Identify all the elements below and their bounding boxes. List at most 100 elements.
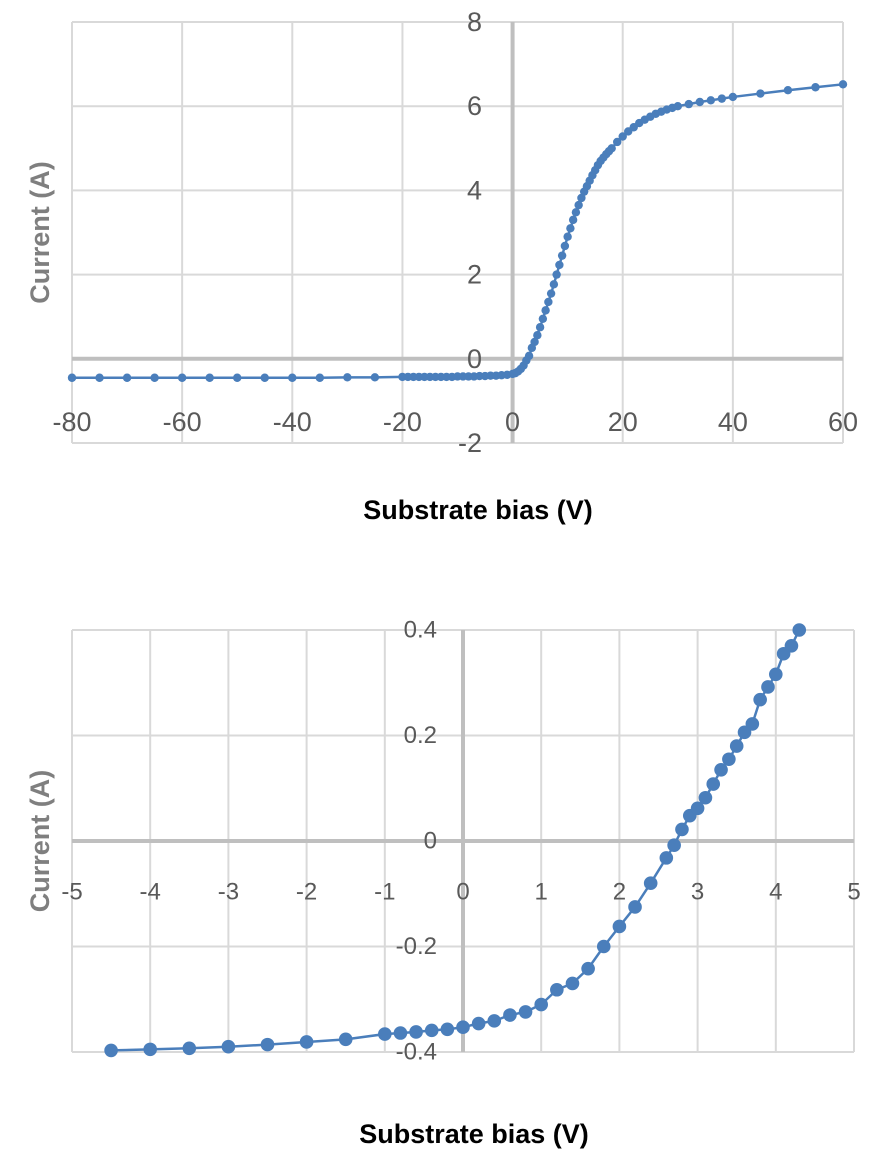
x-tick-label: 5 xyxy=(847,879,860,906)
y-tick-label: 6 xyxy=(467,91,482,121)
y-tick-label: 0.2 xyxy=(404,722,437,749)
data-point xyxy=(613,137,622,147)
data-point xyxy=(143,1042,157,1057)
data-point xyxy=(205,373,214,382)
data-point xyxy=(838,80,848,89)
data-point xyxy=(557,251,567,260)
data-point xyxy=(706,777,721,791)
data-point xyxy=(534,997,548,1012)
x-tick-label: -40 xyxy=(273,407,312,437)
data-point xyxy=(792,623,807,637)
data-point xyxy=(628,900,642,914)
data-point xyxy=(233,373,242,382)
x-tick-label: -20 xyxy=(383,407,422,437)
y-tick-label: 0 xyxy=(467,344,482,374)
data-point xyxy=(695,97,705,107)
y-tick-label: -0.2 xyxy=(396,933,437,960)
data-point xyxy=(577,193,586,203)
data-point xyxy=(745,717,760,731)
data-point xyxy=(471,1016,486,1031)
data-point xyxy=(552,270,561,279)
x-tick-label: -5 xyxy=(61,879,82,906)
data-point xyxy=(690,801,705,816)
x-axis-title: Substrate bias (V) xyxy=(363,495,593,525)
data-point xyxy=(811,83,820,92)
data-point xyxy=(538,314,548,324)
data-point xyxy=(546,289,556,298)
x-tick-label: 60 xyxy=(828,407,858,437)
data-point xyxy=(571,208,581,217)
y-tick-label: 0.4 xyxy=(404,617,437,644)
y-tick-label: 2 xyxy=(467,260,482,290)
data-point xyxy=(756,89,765,98)
data-point xyxy=(698,790,713,805)
data-point xyxy=(568,215,578,225)
data-point xyxy=(440,1022,455,1037)
x-tick-label: -80 xyxy=(52,407,91,437)
data-point xyxy=(518,1005,533,1019)
data-point xyxy=(182,1041,197,1056)
data-point xyxy=(761,680,775,694)
data-point xyxy=(409,1025,423,1039)
x-tick-label: -1 xyxy=(374,879,395,906)
data-point xyxy=(530,337,539,347)
data-point xyxy=(370,373,380,382)
data-point xyxy=(260,1037,275,1052)
series-line xyxy=(72,83,844,379)
data-point xyxy=(549,280,559,289)
data-point xyxy=(67,373,77,382)
data-point xyxy=(659,851,674,865)
x-tick-label: 3 xyxy=(691,879,704,906)
y-tick-label: -0.4 xyxy=(396,1039,437,1066)
data-point xyxy=(563,232,572,241)
chart-bottom: -5 -4 -3 -2 -1 0 1 2 3 4 5 -0.4 -0.2 0 0.2 0.4 Substrate… xyxy=(25,617,861,1150)
data-point xyxy=(574,200,583,210)
x-tick-label: -3 xyxy=(218,879,239,906)
data-point xyxy=(667,838,681,853)
y-axis-title: Current (A) xyxy=(25,161,55,304)
x-tick-label: -2 xyxy=(296,879,317,906)
data-point xyxy=(541,306,550,315)
data-point xyxy=(456,1020,470,1035)
data-point xyxy=(684,99,693,109)
data-point xyxy=(643,876,658,890)
y-axis-title: Current (A) xyxy=(25,770,55,913)
x-tick-label: -4 xyxy=(140,879,161,906)
data-point xyxy=(503,1008,517,1022)
data-point xyxy=(544,297,553,307)
data-point xyxy=(729,739,744,753)
data-point xyxy=(673,102,682,111)
data-point xyxy=(675,822,689,837)
data-point xyxy=(560,241,570,251)
data-point xyxy=(524,351,534,361)
data-point xyxy=(150,373,159,382)
x-axis-title: Substrate bias (V) xyxy=(359,1119,589,1149)
data-point xyxy=(393,1026,408,1040)
data-point xyxy=(607,144,616,153)
data-point xyxy=(343,373,352,382)
data-point xyxy=(177,373,187,382)
data-point xyxy=(566,224,575,233)
data-point xyxy=(288,373,297,382)
x-tick-label: 20 xyxy=(608,407,638,437)
data-point xyxy=(260,373,269,382)
data-point xyxy=(783,86,793,95)
y-tick-label: 0 xyxy=(424,828,437,855)
data-point xyxy=(565,976,580,991)
x-tick-label: 40 xyxy=(718,407,748,437)
data-point xyxy=(378,1027,392,1041)
x-tick-label: 4 xyxy=(769,879,782,906)
data-point xyxy=(714,762,728,777)
data-point xyxy=(753,692,767,707)
data-point xyxy=(706,96,716,105)
data-point xyxy=(95,373,104,382)
x-tick-label: 0 xyxy=(505,407,520,437)
data-point xyxy=(722,752,736,767)
data-point xyxy=(487,1014,502,1028)
data-point xyxy=(104,1043,118,1058)
data-point xyxy=(535,323,545,332)
x-tick-label: -60 xyxy=(163,407,202,437)
data-point xyxy=(533,331,542,340)
